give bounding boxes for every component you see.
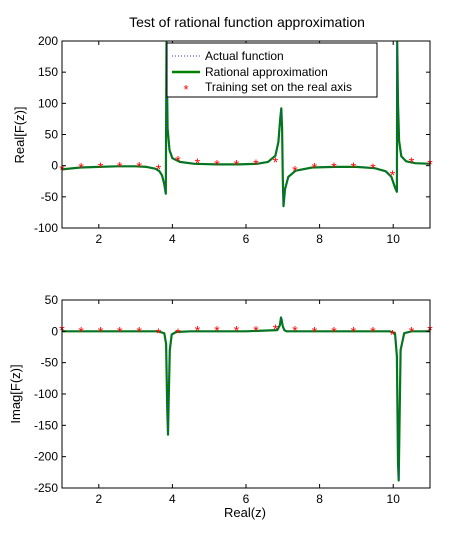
training-point-marker: * [117,158,123,174]
y-tick-label: 150 [38,65,58,79]
training-point-marker: * [351,159,357,175]
y-tick-label: -200 [34,450,58,464]
training-point-marker: * [175,153,181,169]
y-tick-label: 200 [38,34,58,48]
subplot-real-part: Test of rational function approximation … [12,14,433,246]
y-tick-label: 0 [51,324,58,338]
x-tick-label: 2 [95,492,102,506]
training-point-marker: * [409,323,415,339]
y-tick-label: 100 [38,96,58,110]
training-point-marker: * [331,323,337,339]
training-point-marker: * [175,325,181,341]
y-tick-label: -150 [34,418,58,432]
training-point-marker: * [273,154,279,170]
training-point-marker: * [195,155,201,171]
series-line-actual-function [61,41,431,207]
x-tick-label: 2 [95,232,102,246]
training-point-marker: * [195,323,201,339]
training-point-marker: * [98,323,104,339]
x-tick-label: 10 [387,492,401,506]
training-point-marker: * [156,325,162,341]
training-point-marker: * [78,160,84,176]
y-tick-label: 50 [45,128,59,142]
training-point-marker: * [234,323,240,339]
training-point-marker: * [117,323,123,339]
training-point-marker: * [214,323,220,339]
training-point-marker: * [137,323,143,339]
legend: Actual function Rational approximation *… [166,42,378,98]
y-tick-label: -100 [34,387,58,401]
training-point-marker: * [409,154,415,170]
y-tick-label: 50 [45,293,59,307]
training-point-marker: * [98,159,104,175]
subplot-imag-part: Imag[F(z)] Real(z) * * * * * * * * * * * * * * * * * * * * … [8,293,433,520]
y-tick-label: -50 [41,190,59,204]
x-tick-label: 10 [387,232,401,246]
x-tick-label: 6 [243,492,250,506]
training-point-marker: * [370,323,376,339]
x-tick-label: 4 [169,232,176,246]
training-point-marker: * [292,323,298,339]
y-tick-label: 0 [51,159,58,173]
y-tick-label: -50 [41,356,59,370]
training-point-marker: * [390,326,396,342]
training-point-marker: * [312,323,318,339]
x-axis-label: Real(z) [224,505,266,520]
legend-label-training: Training set on the real axis [205,80,352,94]
training-point-marker: * [253,323,259,339]
training-point-marker: * [292,163,298,179]
y-axis-label-imag: Imag[F(z)] [8,364,23,423]
training-point-marker: * [253,156,259,172]
x-tick-label: 4 [169,492,176,506]
training-point-marker: * [156,161,162,177]
training-point-marker: * [137,158,143,174]
legend-label-rational: Rational approximation [205,65,328,79]
legend-box [166,42,378,98]
series-line-rational-approximation [62,316,430,482]
training-point-marker: * [78,323,84,339]
training-point-marker: * [390,167,396,183]
y-axis-label-real: Real[F(z)] [12,106,27,163]
training-point-marker: * [370,160,376,176]
x-tick-label: 8 [316,232,323,246]
training-point-marker: * [331,159,337,175]
legend-label-actual: Actual function [205,49,284,63]
training-point-marker: * [234,156,240,172]
y-tick-label: -100 [34,221,58,235]
training-point-marker: * [312,160,318,176]
x-tick-label: 8 [316,492,323,506]
legend-swatch-training: * [183,82,188,97]
series-line-actual-function [62,317,430,481]
y-tick-label: -250 [34,481,58,495]
training-point-marker: * [273,321,279,337]
training-point-marker: * [214,156,220,172]
x-tick-label: 6 [243,232,250,246]
chart-title: Test of rational function approximation [129,14,365,30]
training-point-marker: * [351,323,357,339]
